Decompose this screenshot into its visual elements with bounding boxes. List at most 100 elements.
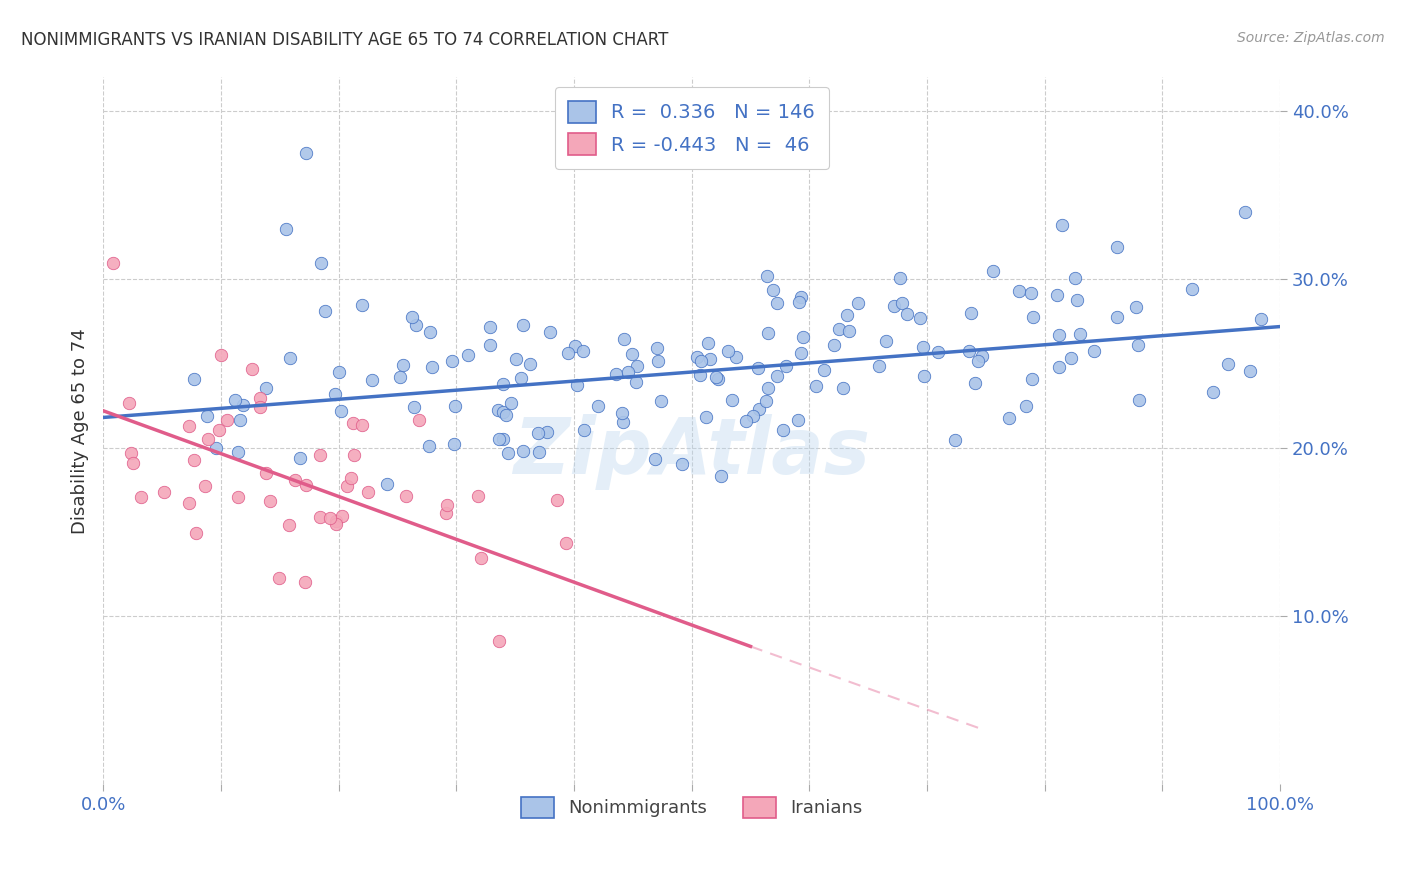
Point — [499, 396, 522, 410]
Point — [259, 494, 281, 508]
Point — [966, 354, 988, 368]
Point — [620, 347, 643, 361]
Point — [177, 496, 200, 510]
Point — [650, 393, 672, 408]
Point — [526, 426, 548, 441]
Point — [827, 322, 849, 336]
Point — [434, 506, 457, 520]
Point — [186, 525, 208, 540]
Point — [323, 387, 346, 401]
Point — [1105, 310, 1128, 325]
Point — [284, 473, 307, 487]
Point — [152, 484, 174, 499]
Point — [613, 332, 636, 346]
Point — [789, 289, 811, 303]
Point — [838, 324, 860, 338]
Point — [546, 493, 568, 508]
Point — [696, 336, 718, 351]
Point — [943, 433, 966, 447]
Point — [645, 342, 668, 356]
Point — [395, 489, 418, 503]
Point — [269, 571, 291, 585]
Point — [325, 517, 347, 532]
Point — [910, 311, 932, 326]
Point — [309, 255, 332, 269]
Point — [927, 345, 949, 359]
Point — [496, 446, 519, 460]
Point — [1239, 363, 1261, 377]
Point — [963, 376, 986, 390]
Point — [1047, 360, 1070, 375]
Point — [813, 363, 835, 377]
Point — [1202, 385, 1225, 400]
Point — [883, 299, 905, 313]
Point — [309, 510, 332, 524]
Point — [478, 319, 501, 334]
Point — [1250, 312, 1272, 326]
Point — [1083, 343, 1105, 358]
Point — [249, 401, 271, 415]
Point — [846, 295, 869, 310]
Point — [875, 334, 897, 348]
Point — [755, 393, 778, 408]
Point — [479, 338, 502, 352]
Point — [122, 456, 145, 470]
Point — [766, 369, 789, 384]
Point — [492, 405, 515, 419]
Point — [970, 349, 993, 363]
Point — [1218, 357, 1240, 371]
Point — [183, 372, 205, 386]
Point — [436, 499, 458, 513]
Point — [420, 360, 443, 375]
Point — [704, 369, 727, 384]
Point — [391, 359, 413, 373]
Point — [505, 351, 527, 366]
Point — [228, 490, 250, 504]
Point — [470, 550, 492, 565]
Point — [959, 306, 981, 320]
Point — [1047, 328, 1070, 343]
Point — [742, 409, 765, 423]
Point — [254, 381, 277, 395]
Point — [1128, 337, 1150, 351]
Point — [294, 574, 316, 589]
Point — [441, 354, 464, 368]
Point — [605, 367, 627, 381]
Point — [735, 414, 758, 428]
Point — [710, 468, 733, 483]
Point — [330, 404, 353, 418]
Point — [495, 408, 517, 422]
Point — [647, 354, 669, 368]
Point — [240, 362, 263, 376]
Point — [837, 308, 859, 322]
Point — [1008, 285, 1031, 299]
Point — [1022, 310, 1045, 324]
Point — [911, 340, 934, 354]
Point — [981, 263, 1004, 277]
Point — [183, 453, 205, 467]
Point — [772, 423, 794, 437]
Point — [328, 365, 350, 379]
Point — [197, 432, 219, 446]
Point — [912, 369, 935, 384]
Point — [786, 412, 808, 426]
Point — [1128, 392, 1150, 407]
Point — [274, 222, 297, 236]
Point — [330, 509, 353, 524]
Point — [402, 400, 425, 414]
Point — [418, 438, 440, 452]
Point — [555, 536, 578, 550]
Point — [1019, 285, 1042, 300]
Point — [1060, 351, 1083, 365]
Point — [775, 359, 797, 373]
Point — [314, 304, 336, 318]
Point — [766, 296, 789, 310]
Point — [401, 310, 423, 325]
Point — [488, 634, 510, 648]
Point — [205, 441, 228, 455]
Point — [617, 365, 640, 379]
Point — [336, 479, 359, 493]
Point — [249, 391, 271, 405]
Text: NONIMMIGRANTS VS IRANIAN DISABILITY AGE 65 TO 74 CORRELATION CHART: NONIMMIGRANTS VS IRANIAN DISABILITY AGE … — [21, 31, 668, 49]
Point — [685, 351, 707, 365]
